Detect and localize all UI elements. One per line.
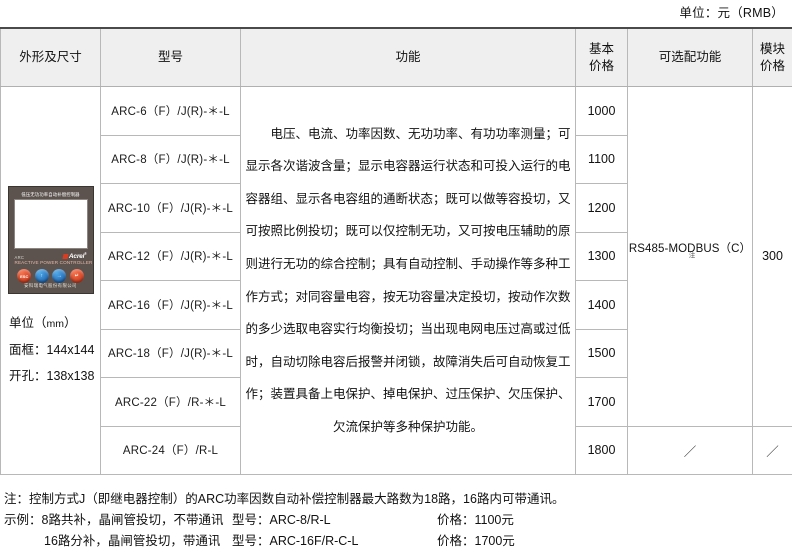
unit-label-prefix: 单位（ [9,316,47,330]
function-description-text: 电压、电流、功率因数、无功功率、有功功率测量；可显示各次谐波含量；显示电容器运行… [241,118,575,444]
header-module-price: 模块 价格 [753,28,792,87]
optional-function-cell-empty: ／ [628,426,753,475]
model-cell: ARC-16（F）/J(R)-＊-L [101,281,241,330]
example-price: 价格：1100元 [437,510,587,531]
header-module-price-line1: 模块 [753,41,792,58]
example-model: 型号：ARC-16F/R-C-L [232,531,437,552]
base-price-cell: 1000 [576,87,628,136]
base-price-cell: 1100 [576,135,628,184]
enter-icon[interactable]: ↵ [70,269,84,283]
header-optional-function: 可选配功能 [628,28,753,87]
header-module-price-line2: 价格 [753,58,792,75]
acrel-wordmark: Acrel [69,253,84,260]
acrel-mark-icon [62,254,68,259]
header-base-price-line2: 价格 [576,58,627,75]
base-price-cell: 1400 [576,281,628,330]
example-model: 型号：ARC-8/R-L [232,510,437,531]
right-arrow-icon[interactable]: → [52,269,66,283]
base-price-cell: 1500 [576,329,628,378]
header-base-price: 基本 价格 [576,28,628,87]
example-row: 16路分补，晶闸管投切，带通讯 型号：ARC-16F/R-C-L 价格：1700… [4,531,788,552]
table-header-row: 外形及尺寸 型号 功能 基本 价格 可选配功能 模块 价格 [1,28,792,87]
module-price-cell-empty: ／ [753,426,792,475]
model-cell: ARC-18（F）/J(R)-＊-L [101,329,241,378]
base-price-cell: 1800 [576,426,628,475]
model-cell: ARC-22（F）/R-＊-L [101,378,241,427]
unit-caption: 单位：元（RMB） [679,2,784,21]
model-cell: ARC-10（F）/J(R)-＊-L [101,184,241,233]
model-cell: ARC-8（F）/J(R)-＊-L [101,135,241,184]
header-base-price-line1: 基本 [576,41,627,58]
dimension-text-block: 单位（mm） 面框：144x144 开孔：138x138 [1,310,100,389]
shape-and-size-cell: 低压无功功率自动补偿控制器 ARC Acrel® REACTIVE POWER … [1,87,101,475]
header-function: 功能 [241,28,576,87]
module-price-cell: 300 [753,87,792,427]
device-button-row: ESC ↑ → ↵ [13,266,89,283]
esc-button[interactable]: ESC [17,269,31,283]
note-superscript: 注 [689,252,696,259]
example-row: 示例：8路共补，晶闸管投切，不带通讯 型号：ARC-8/R-L 价格：1100元 [4,510,788,531]
unit-label-mm: mm [47,318,65,330]
function-description-cell: 电压、电流、功率因数、无功功率、有功功率测量；可显示各次谐波含量；显示电容器运行… [241,87,576,475]
optional-function-cell: RS485-MODBUS（C）注 [628,87,753,427]
header-model: 型号 [101,28,241,87]
unit-label-suffix: ） [64,316,77,330]
registered-trademark-icon: ® [84,252,86,256]
base-price-cell: 1700 [576,378,628,427]
device-company-label: 安科瑞电气股份有限公司 [13,283,89,290]
example-price: 价格：1700元 [437,531,587,552]
note-control-mode: 注：控制方式J（即继电器控制）的ARC功率因数自动补偿控制器最大路数为18路，1… [4,489,788,510]
model-cell: ARC-24（F）/R-L [101,426,241,475]
device-brand-row: ARC Acrel® [13,249,89,260]
frame-size-label: 面框：144x144 [9,337,100,363]
specification-table: 外形及尺寸 型号 功能 基本 价格 可选配功能 模块 价格 低压无功功率自动补偿… [0,27,792,475]
up-arrow-icon[interactable]: ↑ [35,269,49,283]
cutout-size-label: 开孔：138x138 [9,363,100,389]
unit-mm-label: 单位（mm） [9,310,100,337]
footer-notes: 注：控制方式J（即继电器控制）的ARC功率因数自动补偿控制器最大路数为18路，1… [4,489,788,552]
acrel-logo: Acrel® [63,252,87,260]
header-shape-and-size: 外形及尺寸 [1,28,101,87]
device-lcd-screen [14,199,88,249]
example-description: 16路分补，晶闸管投切，带通讯 [4,531,232,552]
example-description: 示例：8路共补，晶闸管投切，不带通讯 [4,510,232,531]
device-title-label: 低压无功功率自动补偿控制器 [13,191,89,198]
base-price-cell: 1200 [576,184,628,233]
product-device-image: 低压无功功率自动补偿控制器 ARC Acrel® REACTIVE POWER … [8,186,94,294]
table-row: 低压无功功率自动补偿控制器 ARC Acrel® REACTIVE POWER … [1,87,792,136]
model-cell: ARC-12（F）/J(R)-＊-L [101,232,241,281]
base-price-cell: 1300 [576,232,628,281]
model-cell: ARC-6（F）/J(R)-＊-L [101,87,241,136]
